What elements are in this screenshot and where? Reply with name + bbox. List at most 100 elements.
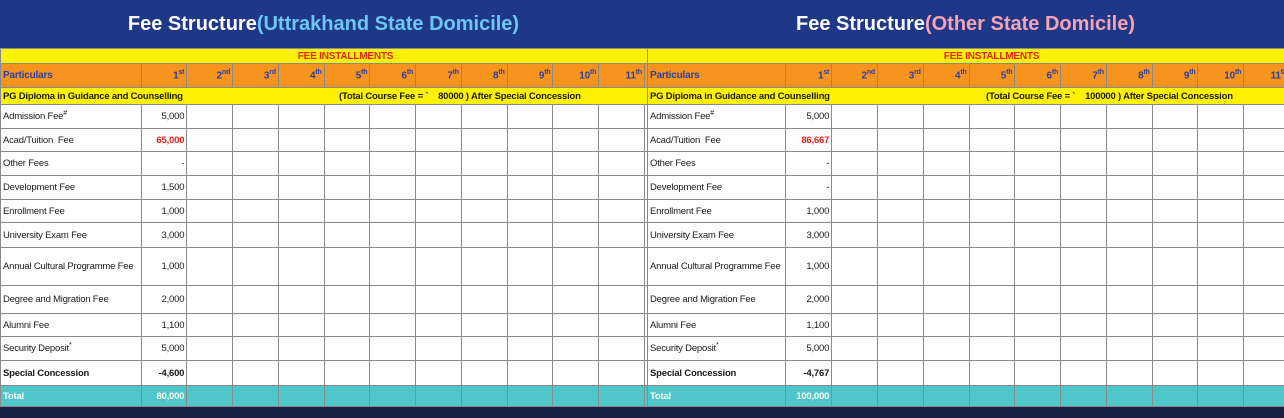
empty-cell — [1060, 175, 1107, 200]
empty-cell — [323, 336, 371, 361]
empty-cell — [1060, 285, 1107, 314]
empty-cell — [323, 175, 371, 200]
fee-row: Enrollment Fee 1,000 — [0, 199, 647, 223]
empty-cell — [1151, 199, 1199, 223]
empty-cell — [1105, 128, 1153, 152]
empty-cell — [277, 360, 325, 386]
fee-label-text: Admission Fee — [3, 111, 64, 123]
fee-label: Other Fees — [647, 151, 787, 176]
empty-cell — [598, 385, 645, 407]
empty-cell — [1060, 360, 1107, 386]
empty-cell — [277, 222, 325, 248]
course-note: (Total Course Fee = ` 80000 ) After Spec… — [339, 90, 581, 102]
empty-cell — [1105, 222, 1153, 248]
fee-label: University Exam Fee — [647, 222, 787, 248]
fee-table: FEE INSTALLMENTS Particulars 1st 2nd 3rd 4th 5… — [647, 48, 1284, 407]
fee-value: 5,000 — [140, 104, 188, 129]
fee-row: Annual Cultural Programme Fee 1,000 — [647, 247, 1284, 286]
empty-cell — [186, 285, 234, 314]
empty-cell — [598, 336, 645, 361]
installment-number: 7 — [1092, 70, 1098, 82]
fee-label-text: Annual Cultural Programme Fee — [3, 261, 134, 272]
fee-row: Other Fees - — [647, 151, 1284, 176]
installment-number: 11 — [1270, 70, 1281, 82]
empty-cell — [277, 151, 325, 176]
empty-cell — [1014, 313, 1062, 337]
fee-label-text: Acad/Tuition Fee — [3, 134, 74, 146]
installment-header: 1st — [785, 63, 833, 88]
installment-header: 2nd — [831, 63, 878, 88]
empty-cell — [506, 313, 554, 337]
empty-cell — [876, 151, 924, 176]
installment-number: 1 — [817, 70, 824, 82]
empty-cell — [598, 151, 645, 176]
empty-cell — [876, 104, 924, 129]
total-label: Total — [0, 385, 142, 407]
fee-label-text: Other Fees — [650, 158, 696, 169]
fee-value: 1,000 — [140, 247, 188, 286]
empty-cell — [277, 199, 325, 223]
empty-cell — [232, 175, 279, 200]
empty-cell — [1243, 385, 1284, 407]
fee-row: Alumni Fee 1,100 — [647, 313, 1284, 337]
empty-cell — [922, 336, 970, 361]
installment-number: 6 — [1046, 70, 1053, 82]
empty-cell — [1243, 199, 1284, 223]
empty-cell — [1151, 222, 1199, 248]
empty-cell — [831, 175, 878, 200]
empty-cell — [968, 336, 1016, 361]
empty-cell — [506, 128, 554, 152]
fee-label-text: Alumni Fee — [3, 319, 50, 331]
fee-value: 1,100 — [785, 313, 833, 337]
course-note: (Total Course Fee = ` 100000 ) After Spe… — [986, 90, 1233, 102]
installment-suffix: rd — [914, 69, 921, 77]
empty-cell — [277, 247, 325, 286]
empty-cell — [968, 385, 1016, 407]
empty-cell — [460, 128, 508, 152]
installment-number: 6 — [401, 70, 408, 82]
empty-cell — [415, 199, 462, 223]
empty-cell — [506, 385, 554, 407]
empty-cell — [323, 199, 371, 223]
empty-cell — [1060, 128, 1107, 152]
fee-value: 3,000 — [785, 222, 833, 248]
empty-cell — [1243, 247, 1284, 286]
empty-cell — [232, 222, 279, 248]
header-row: Particulars 1st 2nd 3rd 4th 5th 6th 7th 8th 9th 10… — [0, 63, 647, 88]
empty-cell — [415, 247, 462, 286]
empty-cell — [460, 222, 508, 248]
empty-cell — [369, 385, 417, 407]
fee-row: University Exam Fee 3,000 — [0, 222, 647, 248]
empty-cell — [1105, 385, 1153, 407]
total-label: Total — [647, 385, 787, 407]
installment-header: 6th — [369, 63, 417, 88]
fee-row: Development Fee 1,500 — [0, 175, 647, 200]
empty-cell — [1014, 175, 1062, 200]
empty-cell — [460, 385, 508, 407]
empty-cell — [1243, 360, 1284, 386]
empty-cell — [415, 336, 462, 361]
installment-number: 7 — [447, 70, 453, 82]
installment-number: 4 — [954, 70, 961, 82]
fee-value: 2,000 — [785, 285, 833, 314]
fee-label: Alumni Fee — [647, 313, 787, 337]
installments-label: FEE INSTALLMENTS — [0, 48, 647, 64]
fee-panel: Fee Structure (Other State Domicile) FEE … — [647, 0, 1284, 418]
installment-suffix: rd — [269, 69, 276, 77]
empty-cell — [506, 360, 554, 386]
empty-cell — [1014, 199, 1062, 223]
empty-cell — [277, 104, 325, 129]
empty-cell — [968, 128, 1016, 152]
empty-cell — [598, 104, 645, 129]
fee-label-text: Enrollment Fee — [3, 205, 65, 217]
installment-suffix: th — [1097, 69, 1104, 77]
empty-cell — [1151, 336, 1199, 361]
installment-suffix: th — [1006, 69, 1013, 77]
empty-cell — [922, 247, 970, 286]
fee-label-text: Development Fee — [650, 182, 722, 193]
empty-cell — [552, 247, 600, 286]
empty-cell — [1197, 247, 1245, 286]
title-main: Fee Structure — [127, 12, 257, 35]
fee-value: 5,000 — [785, 104, 833, 129]
installment-header: 9th — [1151, 63, 1199, 88]
